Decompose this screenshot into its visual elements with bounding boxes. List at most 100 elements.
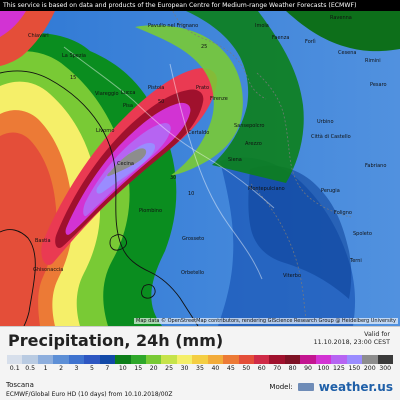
map-contour-50: 50 — [158, 99, 164, 105]
highway-line-2 — [169, 63, 263, 280]
legend-swatch — [315, 355, 332, 364]
map-label-perugia: Perugia — [321, 188, 340, 194]
northern-green — [186, 11, 304, 183]
region-label: Toscana — [6, 381, 34, 389]
map-label-pistoia: Pistoia — [148, 85, 164, 91]
map-label-viterbo: Viterbo — [283, 273, 301, 279]
legend-swatch — [238, 355, 254, 364]
model-caption: Model: — [269, 383, 293, 391]
legend-tick: 200 — [363, 365, 376, 372]
legend-tick: 60 — [257, 365, 266, 372]
legend-tick: 20 — [149, 365, 158, 372]
legend-tick: 7 — [105, 365, 110, 372]
legend-swatch — [223, 355, 239, 364]
legend-swatch — [331, 355, 347, 364]
legend-tick: 45 — [226, 365, 235, 372]
legend-tick: 150 — [348, 365, 361, 372]
legend-swatch — [99, 355, 116, 364]
map-label-orbetello: Orbetello — [181, 270, 204, 276]
legend-swatch — [145, 355, 162, 364]
legend-tick: 300 — [379, 365, 392, 372]
valid-label: Valid for — [364, 331, 390, 338]
map-label-citta-di-castello: Città di Castello — [311, 133, 351, 140]
legend-swatch — [68, 355, 85, 364]
map-label-cecina: Cecina — [117, 161, 134, 167]
giglio-island — [141, 284, 156, 299]
italian-coast — [0, 70, 199, 326]
ecmwf-banner: This service is based on data and produc… — [0, 0, 400, 11]
map-label-bastia: Bastia — [35, 238, 51, 244]
northwest-magenta — [0, 11, 26, 37]
legend-tick: 80 — [288, 365, 297, 372]
map-label-foligno: Foligno — [334, 210, 352, 216]
map-label-arezzo: Arezzo — [245, 141, 262, 147]
regional-border-east — [256, 72, 352, 218]
legend-tick: 15 — [134, 365, 143, 372]
map-label-la-spezia: La Spezia — [62, 53, 86, 59]
legend-swatch — [377, 355, 393, 364]
legend-tick: 25 — [165, 365, 174, 372]
legend-swatch — [207, 355, 224, 364]
northeast-green — [286, 11, 400, 52]
map-label-ghisonaccia: Ghisonaccia — [33, 267, 63, 273]
legend-tick: 2 — [59, 365, 63, 372]
legend-swatch — [192, 355, 208, 364]
map-contour-10: 10 — [188, 191, 194, 197]
legend-swatch — [7, 355, 23, 364]
map-contour-30: 30 — [170, 175, 176, 181]
legend-swatch — [284, 355, 301, 364]
red-band — [0, 132, 57, 326]
model-info: ECMWF/Global Euro HD (10 days) from 10.1… — [6, 391, 173, 398]
legend-color-scale — [7, 355, 393, 364]
legend-tick: 1 — [43, 365, 48, 372]
legend-tick: 125 — [333, 365, 345, 372]
map-label-faenza: Faenza — [272, 35, 289, 41]
map-label-cesena: Cesena — [338, 50, 356, 56]
map-label-siena: Siena — [228, 157, 242, 163]
map-label-terni: Terni — [349, 258, 362, 264]
legend-tick: 100 — [317, 365, 330, 372]
valid-time-block: Valid for 11.10.2018, 23:00 CEST — [302, 331, 390, 347]
legend-swatch — [53, 355, 69, 364]
weather-us-logo: weather.us — [318, 380, 393, 394]
map-contour-25: 25 — [201, 44, 207, 50]
map-label-rimini: Rimini — [365, 58, 381, 64]
corsica-coast — [0, 229, 36, 326]
legend-swatch — [115, 355, 131, 364]
branding: Model: weather.us — [269, 381, 393, 393]
map-label-prato: Prato — [196, 85, 209, 91]
legend-swatch — [22, 355, 38, 364]
map-label-fabriano: Fabriano — [365, 163, 386, 169]
map-label-livorno: Livorno — [96, 128, 114, 134]
legend-title: Precipitation, 24h (mm) — [8, 331, 224, 350]
map-label-pesaro: Pesaro — [370, 82, 387, 88]
legend-swatch — [37, 355, 54, 364]
legend-tick: 3 — [74, 365, 79, 372]
legend-swatch — [130, 355, 146, 364]
map-label-pisa: Pisa — [123, 103, 133, 109]
map-label-lucca: Lucca — [121, 90, 135, 96]
map-svg: Chiavari Pavullo nel Frignano Imola Rave… — [0, 11, 400, 326]
map-attribution: Map data © OpenStreetMap contributors, r… — [134, 318, 398, 324]
main-rain-gray — [107, 148, 147, 177]
map-label-sansepolcro: Sansepolcro — [234, 123, 264, 129]
legend-tick: 10 — [118, 365, 127, 372]
north-light-green — [135, 25, 243, 177]
highway-line-1 — [63, 46, 275, 209]
legend-swatch — [161, 355, 177, 364]
map-label-ravenna: Ravenna — [330, 15, 352, 21]
map-label-certaldo: Certaldo — [188, 130, 209, 136]
legend-tick: 50 — [242, 365, 251, 372]
legend-swatch — [300, 355, 316, 364]
precipitation-map: Chiavari Pavullo nel Frignano Imola Rave… — [0, 11, 400, 326]
legend-tick: 0.1 — [9, 365, 20, 372]
legend-tick: 90 — [304, 365, 312, 372]
valid-time: 11.10.2018, 23:00 CEST — [313, 339, 390, 346]
elba-island — [109, 234, 127, 251]
map-label-urbino: Urbino — [317, 119, 334, 125]
map-label-chiavari: Chiavari — [28, 33, 49, 39]
legend-swatch — [84, 355, 100, 364]
legend-tick: 5 — [89, 365, 94, 372]
legend-swatch — [346, 355, 363, 364]
